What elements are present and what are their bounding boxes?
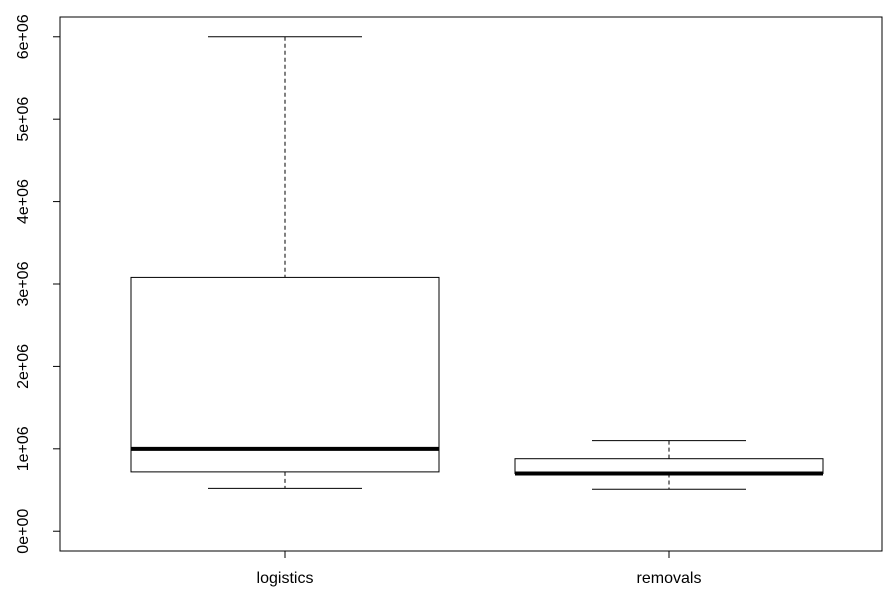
y-tick-label: 4e+06 <box>15 179 32 224</box>
y-axis: 0e+00 1e+06 2e+06 3e+06 4e+06 5e+06 6e+06 <box>15 14 61 554</box>
y-tick-label: 5e+06 <box>15 97 32 142</box>
y-tick-label: 0e+00 <box>15 509 32 554</box>
iqr-box <box>514 458 824 475</box>
box-group <box>130 36 824 490</box>
y-tick-label: 6e+06 <box>15 14 32 59</box>
y-tick-label: 2e+06 <box>15 344 32 389</box>
x-axis: logistics removals <box>257 551 702 587</box>
iqr-box <box>130 276 440 473</box>
y-tick-label: 1e+06 <box>15 426 32 471</box>
box-removals <box>514 440 824 490</box>
box-logistics <box>130 36 440 489</box>
x-tick-label: logistics <box>257 570 314 587</box>
x-tick-label: removals <box>637 570 702 587</box>
y-tick-label: 3e+06 <box>15 261 32 306</box>
